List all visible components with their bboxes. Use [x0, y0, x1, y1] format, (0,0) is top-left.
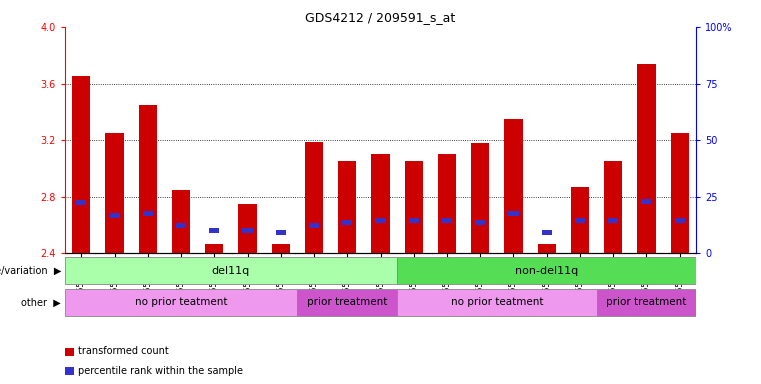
Bar: [670, 133, 689, 253]
FancyBboxPatch shape: [65, 257, 397, 284]
Bar: [338, 161, 356, 253]
Bar: [675, 218, 685, 223]
Title: GDS4212 / 209591_s_at: GDS4212 / 209591_s_at: [305, 11, 456, 24]
Bar: [205, 243, 224, 253]
Bar: [309, 223, 319, 228]
Bar: [604, 161, 622, 253]
Bar: [176, 223, 186, 228]
Bar: [438, 154, 456, 253]
Bar: [537, 243, 556, 253]
Bar: [371, 154, 390, 253]
Text: no prior teatment: no prior teatment: [135, 297, 228, 308]
Bar: [508, 211, 518, 216]
Bar: [542, 230, 552, 235]
Bar: [375, 218, 386, 223]
Text: transformed count: transformed count: [78, 346, 169, 356]
Bar: [475, 220, 486, 225]
Bar: [72, 76, 91, 253]
Bar: [505, 119, 523, 253]
Bar: [442, 218, 452, 223]
Bar: [243, 228, 253, 233]
Bar: [209, 228, 219, 233]
FancyBboxPatch shape: [298, 289, 397, 316]
Bar: [275, 230, 286, 235]
Bar: [405, 161, 423, 253]
Text: non-del11q: non-del11q: [515, 265, 578, 276]
Text: del11q: del11q: [212, 265, 250, 276]
Bar: [76, 200, 86, 205]
Bar: [571, 187, 589, 253]
Bar: [575, 218, 585, 223]
FancyBboxPatch shape: [397, 257, 696, 284]
Text: other  ▶: other ▶: [21, 297, 61, 308]
Bar: [608, 218, 618, 223]
Bar: [272, 243, 290, 253]
Bar: [238, 204, 256, 253]
Bar: [110, 213, 119, 218]
FancyBboxPatch shape: [65, 289, 298, 316]
Bar: [143, 211, 153, 216]
Bar: [409, 218, 419, 223]
Text: no prior teatment: no prior teatment: [451, 297, 543, 308]
Text: genotype/variation  ▶: genotype/variation ▶: [0, 265, 61, 276]
Bar: [106, 133, 124, 253]
Bar: [305, 142, 323, 253]
Bar: [642, 199, 651, 204]
Bar: [139, 105, 157, 253]
Text: percentile rank within the sample: percentile rank within the sample: [78, 366, 244, 376]
FancyBboxPatch shape: [597, 289, 696, 316]
Text: prior treatment: prior treatment: [607, 297, 686, 308]
Bar: [471, 143, 489, 253]
Bar: [637, 64, 655, 253]
FancyBboxPatch shape: [397, 289, 597, 316]
Text: prior treatment: prior treatment: [307, 297, 387, 308]
Bar: [172, 190, 190, 253]
Bar: [342, 220, 352, 225]
